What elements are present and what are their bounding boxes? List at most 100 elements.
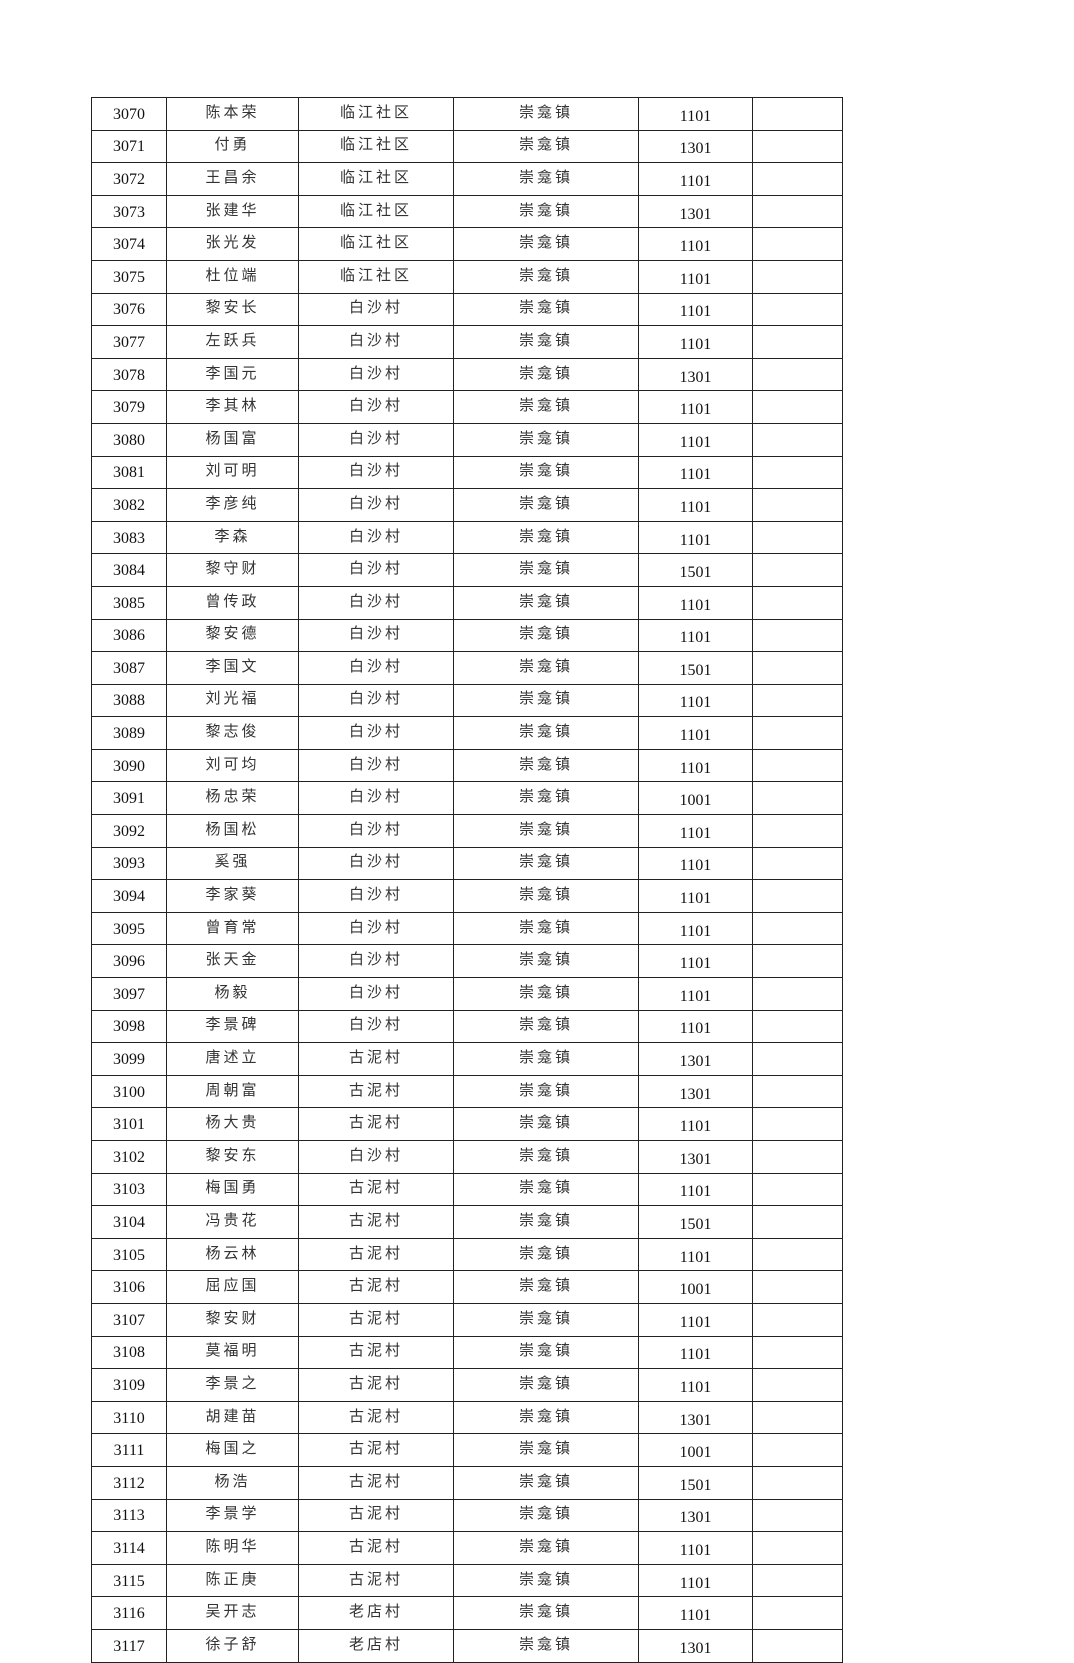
remark-cell <box>752 520 843 555</box>
record-number-cell: 3080 <box>91 422 167 457</box>
table-row: 3096 张天金 白沙村 崇龛镇 1101 <box>91 944 843 979</box>
person-name-cell: 李彦纯 <box>166 488 299 522</box>
record-number-cell: 3098 <box>91 1009 167 1044</box>
person-name-cell: 杜位端 <box>166 259 299 294</box>
town-cell: 崇龛镇 <box>453 1302 639 1337</box>
table-row: 3107 黎安财 古泥村 崇龛镇 1101 <box>91 1302 843 1337</box>
village-cell: 古泥村 <box>298 1205 454 1239</box>
town-cell: 崇龛镇 <box>453 357 639 392</box>
table-row: 3105 杨云林 古泥村 崇龛镇 1101 <box>91 1237 843 1272</box>
town-cell: 崇龛镇 <box>453 1368 639 1402</box>
village-cell: 白沙村 <box>298 814 454 848</box>
person-name-cell: 李景碑 <box>166 1009 299 1044</box>
village-cell: 古泥村 <box>298 1368 454 1402</box>
table-row: 3081 刘可明 白沙村 崇龛镇 1101 <box>91 455 843 490</box>
person-name-cell: 杨国松 <box>166 814 299 848</box>
town-cell: 崇龛镇 <box>453 1465 639 1500</box>
category-code-cell: 1101 <box>638 846 753 881</box>
record-number-cell: 3090 <box>91 748 167 783</box>
village-cell: 白沙村 <box>298 325 454 359</box>
person-name-cell: 陈明华 <box>166 1531 299 1565</box>
remark-cell <box>752 292 843 327</box>
remark-cell <box>752 781 843 816</box>
category-code-cell: 1101 <box>638 879 753 913</box>
remark-cell <box>752 1042 843 1076</box>
town-cell: 崇龛镇 <box>453 1498 639 1533</box>
town-cell: 崇龛镇 <box>453 162 639 196</box>
record-number-cell: 3093 <box>91 846 167 881</box>
remark-cell <box>752 1074 843 1109</box>
table-row: 3083 李森 白沙村 崇龛镇 1101 <box>91 520 843 555</box>
record-number-cell: 3101 <box>91 1107 167 1141</box>
records-table-body: 3070 陈本荣 临江社区 崇龛镇 1101 3071 付勇 临江社区 崇龛镇 1301 3072 王… <box>91 97 843 1663</box>
category-code-cell: 1101 <box>638 618 753 653</box>
record-number-cell: 3082 <box>91 488 167 522</box>
table-row: 3109 李景之 古泥村 崇龛镇 1101 <box>91 1368 843 1402</box>
category-code-cell: 1101 <box>638 1531 753 1565</box>
table-row: 3089 黎志俊 白沙村 崇龛镇 1101 <box>91 716 843 750</box>
town-cell: 崇龛镇 <box>453 1270 639 1304</box>
record-number-cell: 3083 <box>91 520 167 555</box>
remark-cell <box>752 1270 843 1304</box>
village-cell: 古泥村 <box>298 1270 454 1304</box>
village-cell: 古泥村 <box>298 1237 454 1272</box>
table-row: 3097 杨毅 白沙村 崇龛镇 1101 <box>91 977 843 1011</box>
table-row: 3093 奚强 白沙村 崇龛镇 1101 <box>91 846 843 881</box>
record-number-cell: 3099 <box>91 1042 167 1076</box>
table-row: 3077 左跃兵 白沙村 崇龛镇 1101 <box>91 325 843 359</box>
village-cell: 白沙村 <box>298 748 454 783</box>
town-cell: 崇龛镇 <box>453 585 639 620</box>
table-row: 3076 黎安长 白沙村 崇龛镇 1101 <box>91 292 843 327</box>
town-cell: 崇龛镇 <box>453 911 639 946</box>
category-code-cell: 1301 <box>638 1074 753 1109</box>
person-name-cell: 黎安财 <box>166 1302 299 1337</box>
village-cell: 白沙村 <box>298 781 454 816</box>
town-cell: 崇龛镇 <box>453 259 639 294</box>
village-cell: 临江社区 <box>298 129 454 164</box>
remark-cell <box>752 390 843 424</box>
record-number-cell: 3085 <box>91 585 167 620</box>
town-cell: 崇龛镇 <box>453 1205 639 1239</box>
village-cell: 古泥村 <box>298 1400 454 1435</box>
record-number-cell: 3078 <box>91 357 167 392</box>
person-name-cell: 唐述立 <box>166 1042 299 1076</box>
category-code-cell: 1101 <box>638 1107 753 1141</box>
town-cell: 崇龛镇 <box>453 97 639 131</box>
person-name-cell: 王昌余 <box>166 162 299 196</box>
remark-cell <box>752 325 843 359</box>
category-code-cell: 1101 <box>638 1172 753 1207</box>
remark-cell <box>752 683 843 718</box>
table-row: 3099 唐述立 古泥村 崇龛镇 1301 <box>91 1042 843 1076</box>
remark-cell <box>752 97 843 131</box>
record-number-cell: 3077 <box>91 325 167 359</box>
village-cell: 白沙村 <box>298 585 454 620</box>
record-number-cell: 3091 <box>91 781 167 816</box>
town-cell: 崇龛镇 <box>453 781 639 816</box>
category-code-cell: 1101 <box>638 227 753 261</box>
table-row: 3085 曾传政 白沙村 崇龛镇 1101 <box>91 585 843 620</box>
record-number-cell: 3072 <box>91 162 167 196</box>
record-number-cell: 3071 <box>91 129 167 164</box>
town-cell: 崇龛镇 <box>453 1433 639 1467</box>
remark-cell <box>752 162 843 196</box>
table-row: 3078 李国元 白沙村 崇龛镇 1301 <box>91 357 843 392</box>
village-cell: 白沙村 <box>298 357 454 392</box>
table-row: 3079 李其林 白沙村 崇龛镇 1101 <box>91 390 843 424</box>
remark-cell <box>752 1596 843 1630</box>
table-row: 3101 杨大贵 古泥村 崇龛镇 1101 <box>91 1107 843 1141</box>
person-name-cell: 杨云林 <box>166 1237 299 1272</box>
town-cell: 崇龛镇 <box>453 422 639 457</box>
person-name-cell: 刘光福 <box>166 683 299 718</box>
village-cell: 白沙村 <box>298 977 454 1011</box>
category-code-cell: 1001 <box>638 1270 753 1304</box>
village-cell: 古泥村 <box>298 1531 454 1565</box>
category-code-cell: 1301 <box>638 1042 753 1076</box>
category-code-cell: 1101 <box>638 292 753 327</box>
person-name-cell: 奚强 <box>166 846 299 881</box>
person-name-cell: 胡建苗 <box>166 1400 299 1435</box>
village-cell: 白沙村 <box>298 390 454 424</box>
record-number-cell: 3096 <box>91 944 167 979</box>
table-row: 3094 李家葵 白沙村 崇龛镇 1101 <box>91 879 843 913</box>
person-name-cell: 李森 <box>166 520 299 555</box>
person-name-cell: 黎安德 <box>166 618 299 653</box>
